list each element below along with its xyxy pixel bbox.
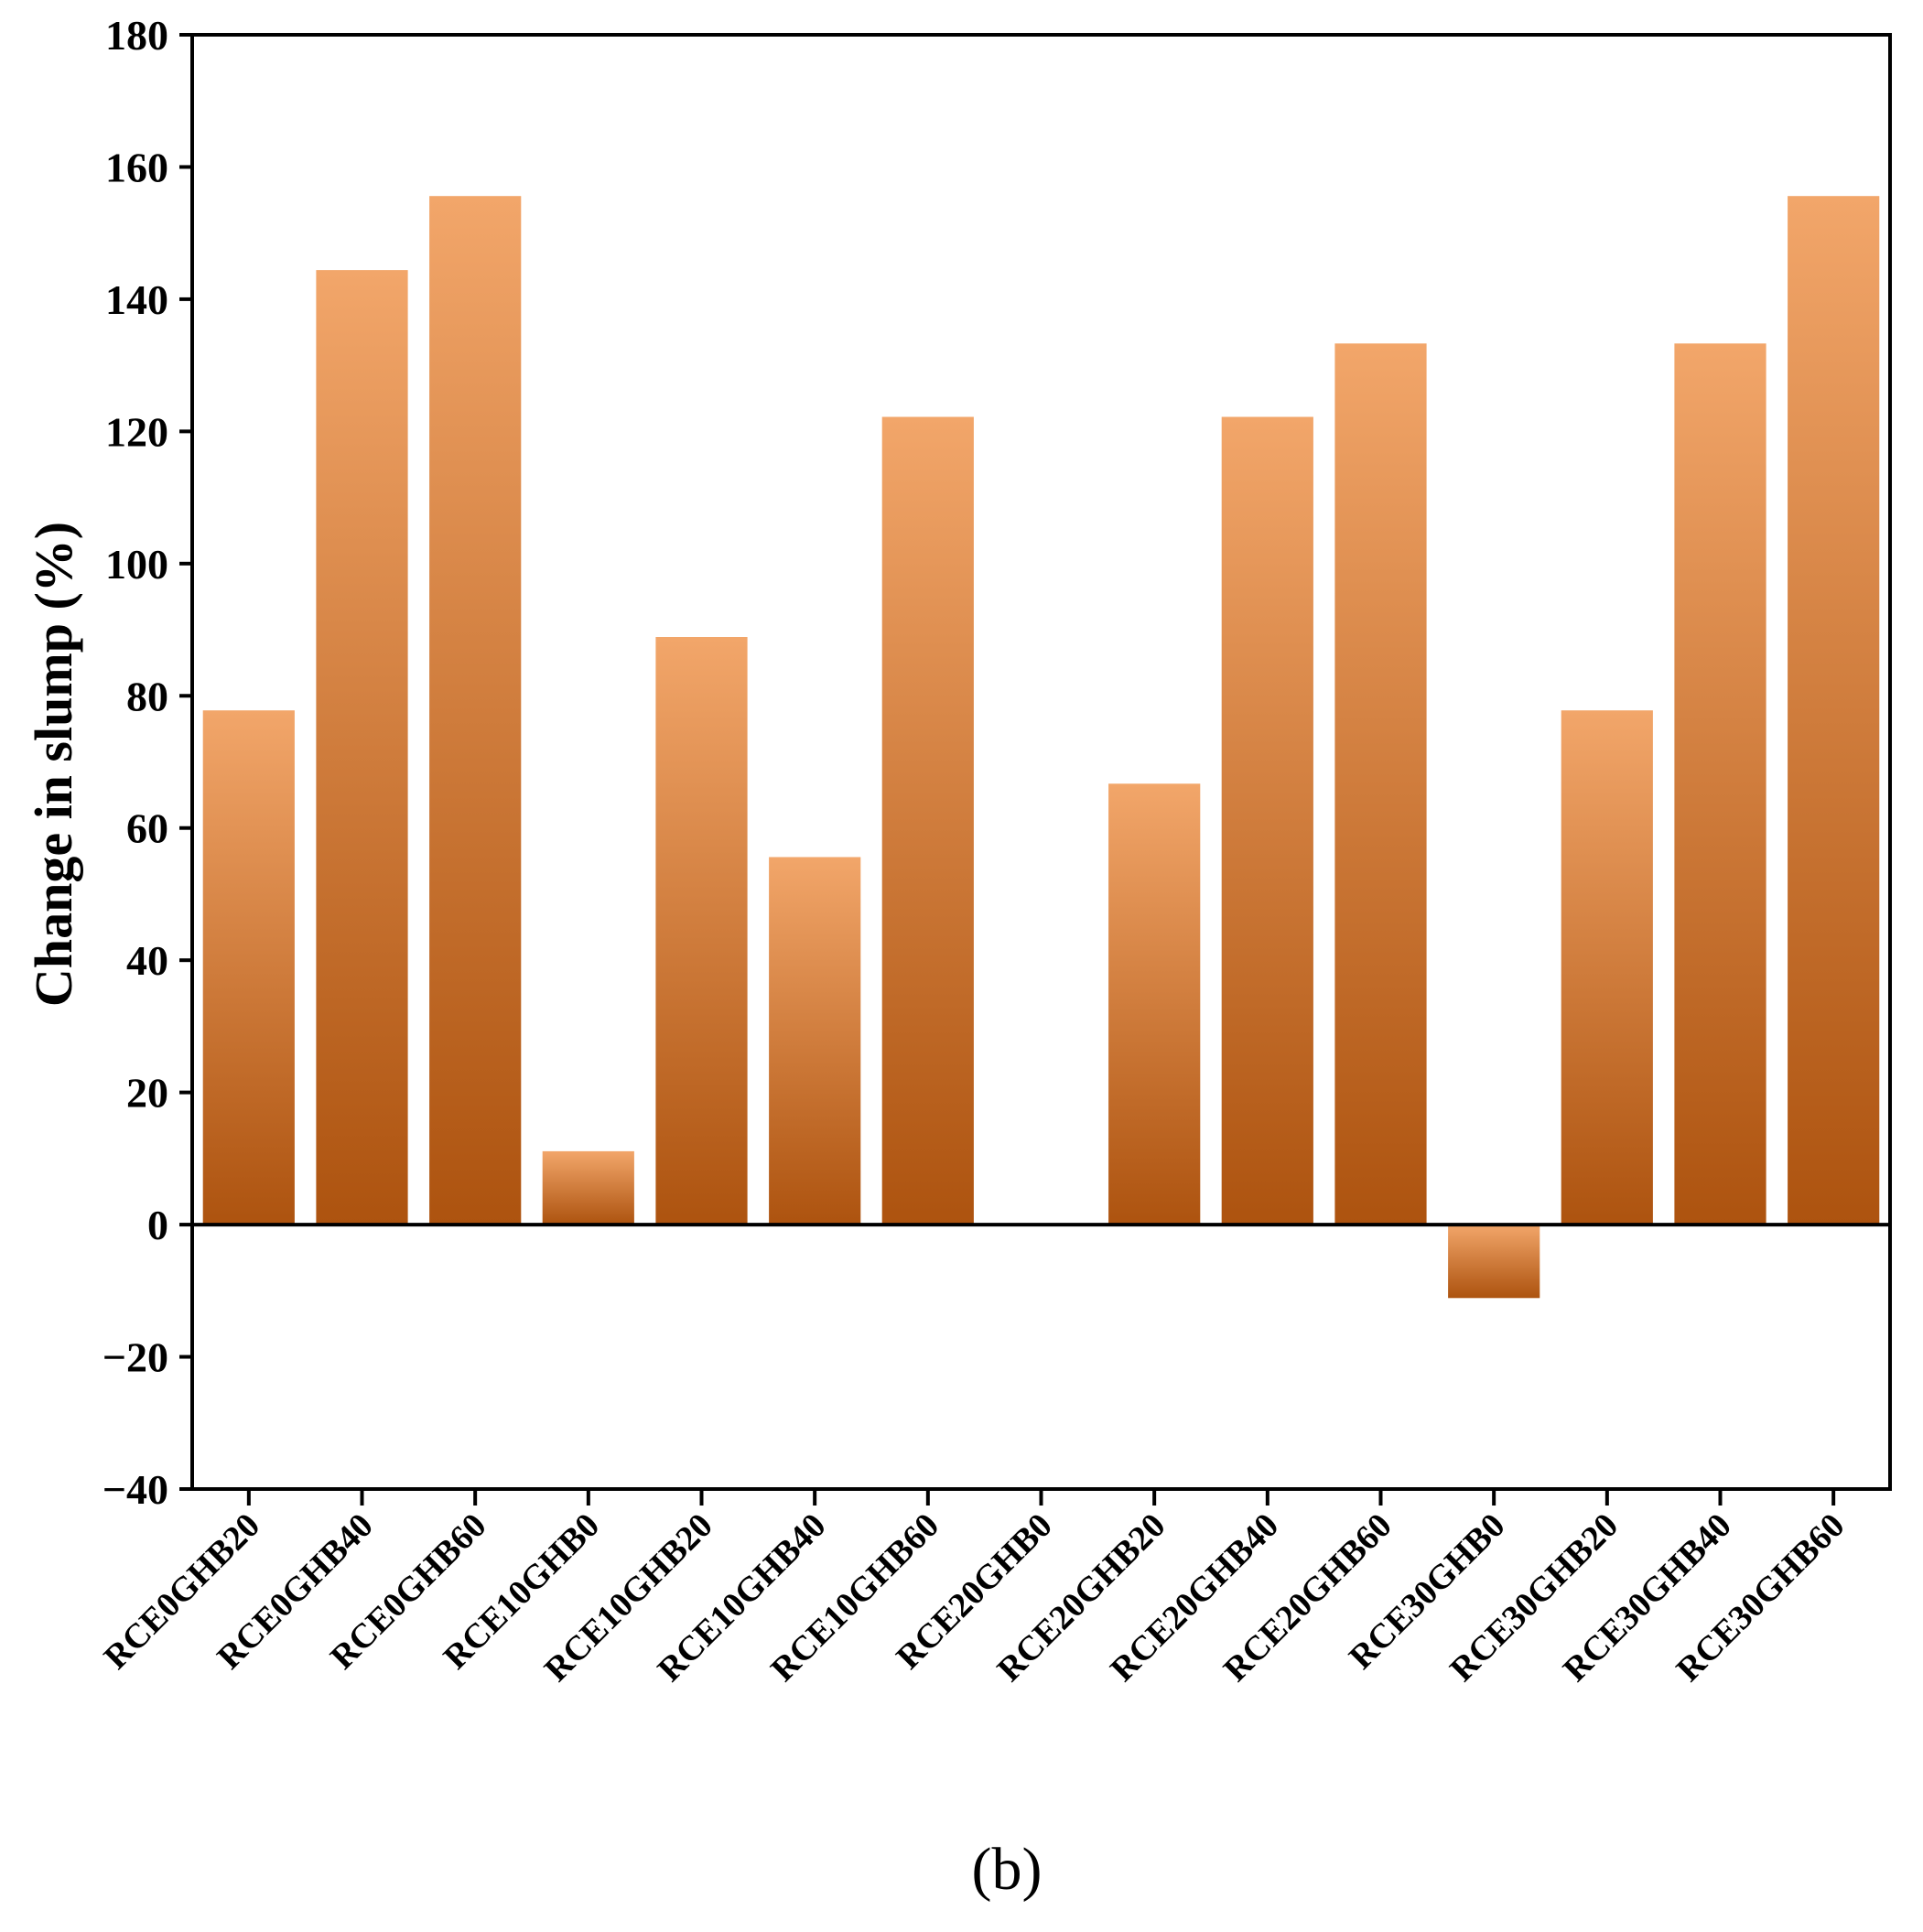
y-ticks: −40 −20 0 20 40 60 80 100 120 140 160 180 bbox=[103, 12, 192, 1513]
y-tick-label: 120 bbox=[105, 408, 168, 455]
bar-rce10ghb20 bbox=[655, 637, 748, 1225]
bar-rce20ghb40 bbox=[1221, 416, 1313, 1225]
bar-rce0ghb60 bbox=[429, 196, 522, 1225]
bar-rce20ghb60 bbox=[1334, 343, 1427, 1225]
y-tick-label: −20 bbox=[103, 1334, 168, 1381]
bar-rce30ghb20 bbox=[1561, 710, 1653, 1225]
y-tick-label: 80 bbox=[126, 673, 168, 719]
y-axis-title: Change in slump (%) bbox=[24, 522, 83, 1007]
panel-label: (b) bbox=[972, 1836, 1043, 1903]
bar-rce20ghb20 bbox=[1108, 783, 1201, 1225]
bar-rce10ghb60 bbox=[881, 416, 974, 1225]
y-tick-label: 140 bbox=[105, 276, 168, 323]
bar-rce0ghb20 bbox=[202, 710, 295, 1225]
bar-rce0ghb40 bbox=[316, 270, 408, 1225]
bar-rce10ghb0 bbox=[542, 1150, 634, 1225]
y-tick-label: 100 bbox=[105, 541, 168, 588]
y-tick-label: 180 bbox=[105, 12, 168, 59]
y-tick-label: 160 bbox=[105, 144, 168, 190]
bar-rce30ghb40 bbox=[1674, 343, 1766, 1225]
x-ticks: RCE0GHB20RCE0GHB40RCE0GHB60RCE10GHB0RCE1… bbox=[97, 1489, 1853, 1689]
bar-rce30ghb0 bbox=[1448, 1225, 1540, 1299]
y-tick-label: 40 bbox=[126, 937, 168, 984]
bars-layer bbox=[202, 196, 1880, 1299]
y-tick-label: 0 bbox=[147, 1202, 168, 1248]
bar-rce10ghb40 bbox=[769, 857, 861, 1225]
bar-rce30ghb60 bbox=[1788, 196, 1880, 1225]
y-tick-label: 20 bbox=[126, 1070, 168, 1117]
y-tick-label: −40 bbox=[103, 1466, 168, 1513]
y-tick-label: 60 bbox=[126, 805, 168, 852]
